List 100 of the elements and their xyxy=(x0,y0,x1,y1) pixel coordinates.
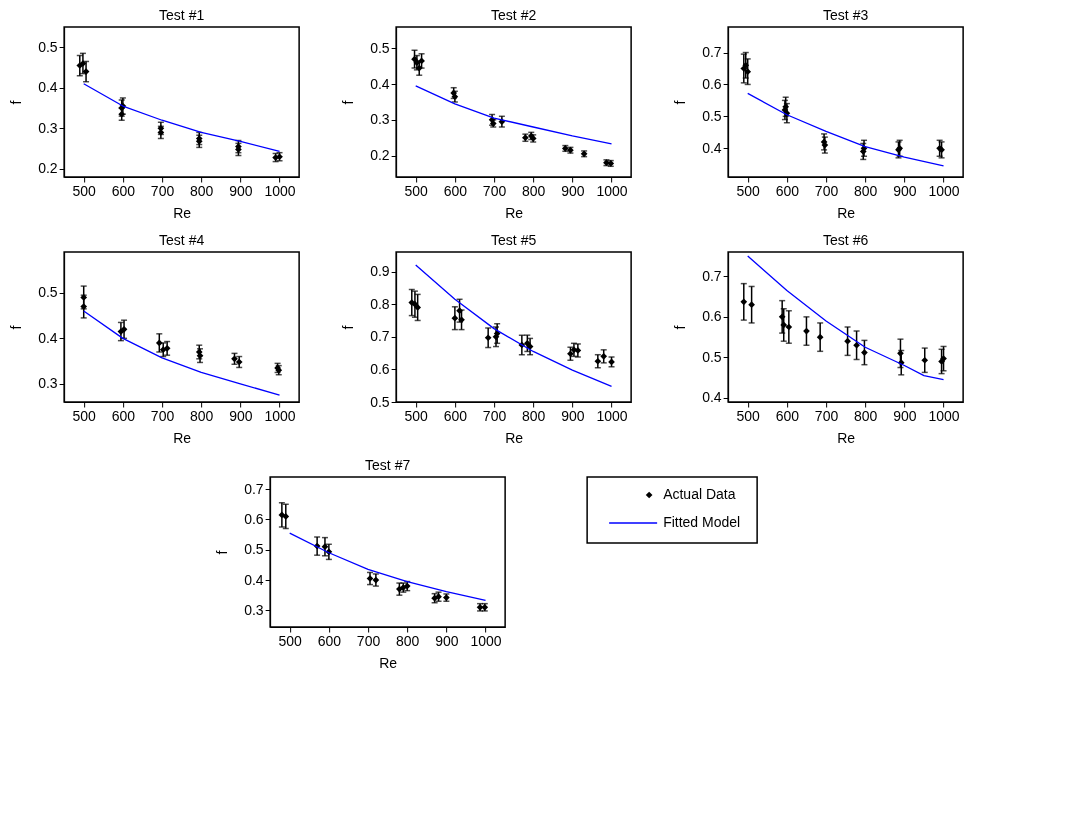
y-tick-label: 0.6 xyxy=(244,510,264,527)
chart-title: Test #5 xyxy=(491,232,537,248)
y-tick-label: 0.2 xyxy=(370,147,390,164)
y-axis-title: f xyxy=(8,100,25,105)
point xyxy=(196,352,204,359)
x-axis-title: Re xyxy=(173,429,192,446)
x-tick-label: 700 xyxy=(356,632,381,649)
x-tick-label: 700 xyxy=(150,182,175,199)
y-tick-label: 0.4 xyxy=(702,139,722,156)
point xyxy=(157,129,165,136)
x-tick-label: 500 xyxy=(736,182,761,199)
y-tick-label: 0.3 xyxy=(38,119,58,136)
legend-label: Actual Data xyxy=(663,486,736,502)
x-tick-label: 700 xyxy=(150,407,175,424)
chart-title: Test #2 xyxy=(491,7,537,23)
x-tick-label: 900 xyxy=(561,182,585,199)
chart-title: Test #1 xyxy=(159,7,205,23)
y-tick-label: 0.5 xyxy=(244,541,264,558)
x-tick-label: 1000 xyxy=(264,407,296,424)
y-tick-label: 0.6 xyxy=(370,360,390,377)
x-tick-label: 1000 xyxy=(470,632,502,649)
point xyxy=(278,511,286,519)
line-series xyxy=(747,92,945,167)
x-tick-label: 800 xyxy=(522,182,546,199)
y-tick-label: 0.4 xyxy=(370,75,390,92)
x-tick-label: 900 xyxy=(435,632,459,649)
x-tick-label: 800 xyxy=(190,407,214,424)
y-axis-title: f xyxy=(340,100,357,105)
chart-title: Test #3 xyxy=(823,7,869,23)
x-axis-title: Re xyxy=(837,429,856,446)
point xyxy=(414,304,422,311)
y-tick-label: 0.9 xyxy=(370,263,390,280)
x-tick-label: 700 xyxy=(482,407,507,424)
x-tick-label: 600 xyxy=(111,182,136,199)
y-tick-label: 0.5 xyxy=(702,348,722,365)
y-tick-label: 0.5 xyxy=(370,393,390,410)
y-tick-label: 0.5 xyxy=(370,39,390,56)
chart-title: Test #4 xyxy=(159,232,205,248)
point xyxy=(740,298,748,306)
x-tick-label: 600 xyxy=(317,632,342,649)
point xyxy=(778,313,786,321)
x-tick-label: 500 xyxy=(404,182,429,199)
x-tick-label: 1000 xyxy=(596,182,628,199)
point xyxy=(921,356,929,364)
point xyxy=(458,316,465,324)
point xyxy=(163,345,171,352)
point xyxy=(451,314,459,322)
y-tick-label: 0.7 xyxy=(370,328,390,345)
y-tick-label: 0.5 xyxy=(702,107,722,124)
x-tick-label: 900 xyxy=(893,407,917,424)
x-axis-title: Re xyxy=(173,204,192,221)
point xyxy=(80,294,88,301)
x-tick-label: 900 xyxy=(229,407,253,424)
y-tick-label: 0.4 xyxy=(244,571,264,588)
x-tick-label: 500 xyxy=(278,632,303,649)
x-tick-label: 600 xyxy=(111,407,136,424)
point xyxy=(897,350,904,357)
x-tick-label: 1000 xyxy=(264,182,296,199)
point xyxy=(574,347,582,354)
point xyxy=(282,513,290,520)
x-tick-label: 600 xyxy=(443,407,468,424)
line-series xyxy=(747,255,945,381)
point xyxy=(321,543,329,551)
y-tick-label: 0.3 xyxy=(370,111,390,128)
x-tick-label: 1000 xyxy=(596,407,628,424)
y-tick-label: 0.8 xyxy=(370,295,390,312)
x-tick-label: 500 xyxy=(72,182,97,199)
y-axis-title: f xyxy=(214,550,231,555)
point xyxy=(567,350,574,358)
point xyxy=(594,357,602,365)
x-tick-label: 600 xyxy=(775,407,800,424)
x-tick-label: 500 xyxy=(404,407,429,424)
point xyxy=(155,339,163,347)
point xyxy=(80,303,88,310)
y-tick-label: 0.7 xyxy=(702,44,722,61)
point xyxy=(785,323,793,331)
x-axis-title: Re xyxy=(505,429,524,446)
chart-title: Test #6 xyxy=(823,232,869,248)
x-tick-label: 900 xyxy=(561,407,585,424)
line-series xyxy=(83,83,281,153)
y-axis-title: f xyxy=(672,325,689,330)
point xyxy=(780,321,788,329)
x-tick-label: 800 xyxy=(522,407,546,424)
y-tick-label: 0.5 xyxy=(38,38,58,55)
x-tick-label: 800 xyxy=(854,182,878,199)
x-tick-label: 900 xyxy=(229,182,253,199)
x-tick-label: 700 xyxy=(482,182,507,199)
y-tick-label: 0.7 xyxy=(244,480,264,497)
y-tick-label: 0.3 xyxy=(38,375,58,392)
y-tick-label: 0.6 xyxy=(702,308,722,325)
x-tick-label: 600 xyxy=(775,182,800,199)
x-tick-label: 800 xyxy=(396,632,420,649)
legend-label: Fitted Model xyxy=(663,514,741,530)
x-axis-title: Re xyxy=(505,204,524,221)
x-tick-label: 1000 xyxy=(928,407,960,424)
x-tick-label: 900 xyxy=(893,182,917,199)
y-tick-label: 0.4 xyxy=(702,389,722,406)
x-tick-label: 600 xyxy=(443,182,468,199)
x-axis-title: Re xyxy=(837,204,856,221)
line-series xyxy=(415,264,613,387)
